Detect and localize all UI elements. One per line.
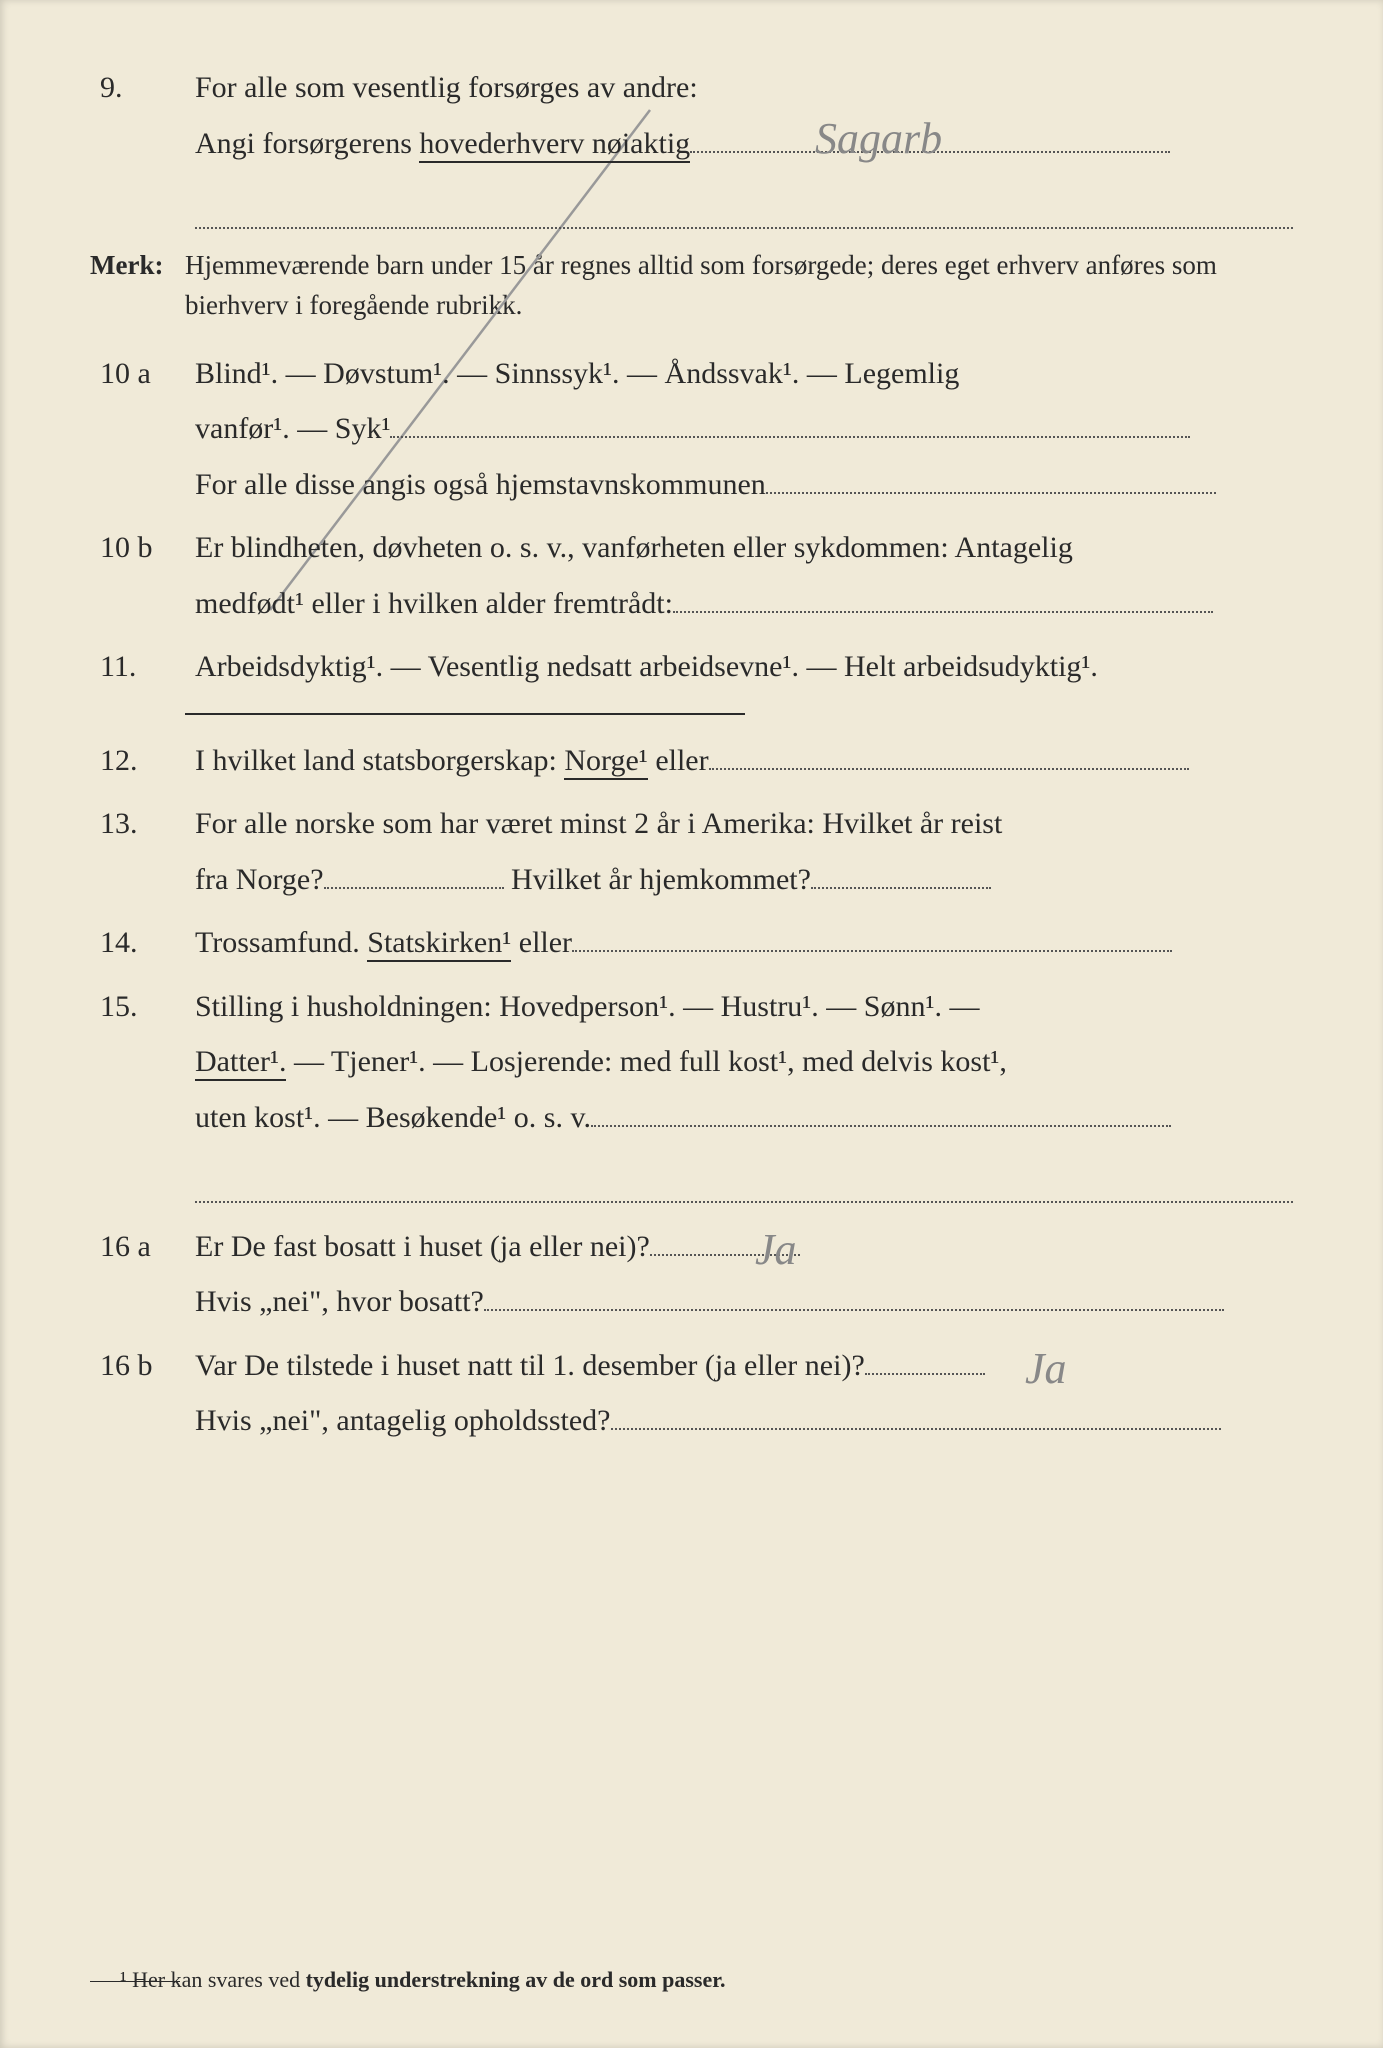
q16a-line2: Hvis „nei", hvor bosatt? (195, 1274, 1293, 1330)
q10b-line2: medfødt¹ eller i hvilken alder fremtrådt… (195, 576, 1293, 632)
question-content: Er De fast bosatt i huset (ja eller nei)… (195, 1219, 1293, 1330)
question-number: 10 b (90, 520, 195, 631)
q16b-line2: Hvis „nei", antagelig opholdssted? (195, 1393, 1293, 1449)
question-number: 15. (90, 979, 195, 1211)
note-merk: Merk: Hjemmeværende barn under 15 år reg… (90, 245, 1293, 326)
question-number: 10 a (90, 346, 195, 513)
question-number: 16 a (90, 1219, 195, 1330)
question-content: For alle norske som har været minst 2 år… (195, 796, 1293, 907)
question-16a: 16 a Er De fast bosatt i huset (ja eller… (90, 1219, 1293, 1330)
question-number: 9. (90, 60, 195, 237)
question-10b: 10 b Er blindheten, døvheten o. s. v., v… (90, 520, 1293, 631)
blank-line (195, 171, 1293, 229)
q9-line1: For alle som vesentlig forsørges av andr… (195, 60, 1293, 116)
question-content: For alle som vesentlig forsørges av andr… (195, 60, 1293, 237)
footnote-text-content: Her kan svares ved tydelig understreknin… (132, 1967, 725, 1992)
question-number: 16 b (90, 1338, 195, 1449)
question-content: Stilling i husholdningen: Hovedperson¹. … (195, 979, 1293, 1211)
blank-line (195, 1145, 1293, 1203)
question-number: 14. (90, 915, 195, 971)
question-content: Blind¹. — Døvstum¹. — Sinnssyk¹. — Åndss… (195, 346, 1293, 513)
census-form-page: 9. For alle som vesentlig forsørges av a… (0, 0, 1383, 2048)
footnote-marker: ¹ (120, 1967, 127, 1992)
handwritten-answer-16b: Ja (1025, 1328, 1067, 1409)
q10a-line2: vanfør¹. — Syk¹ (195, 401, 1293, 457)
question-12: 12. I hvilket land statsborgerskap: Norg… (90, 733, 1293, 789)
question-content: Er blindheten, døvheten o. s. v., vanfør… (195, 520, 1293, 631)
question-10a: 10 a Blind¹. — Døvstum¹. — Sinnssyk¹. — … (90, 346, 1293, 513)
q16a-line1: Er De fast bosatt i huset (ja eller nei)… (195, 1219, 1293, 1275)
question-16b: 16 b Var De tilstede i huset natt til 1.… (90, 1338, 1293, 1449)
question-content: Var De tilstede i huset natt til 1. dese… (195, 1338, 1293, 1449)
question-content: I hvilket land statsborgerskap: Norge¹ e… (195, 733, 1293, 789)
question-13: 13. For alle norske som har været minst … (90, 796, 1293, 907)
question-14: 14. Trossamfund. Statskirken¹ eller (90, 915, 1293, 971)
question-9: 9. For alle som vesentlig forsørges av a… (90, 60, 1293, 237)
q9-line2: Angi forsørgerens hovederhverv nøiaktig … (195, 116, 1293, 172)
q10a-line3: For alle disse angis også hjemstavnskomm… (195, 457, 1293, 513)
q15-line1: Stilling i husholdningen: Hovedperson¹. … (195, 979, 1293, 1035)
question-content: Trossamfund. Statskirken¹ eller (195, 915, 1293, 971)
q15-line3: uten kost¹. — Besøkende¹ o. s. v. (195, 1090, 1293, 1146)
question-number: 12. (90, 733, 195, 789)
footnote: ¹ Her kan svares ved tydelig understrekn… (120, 1967, 726, 1993)
q16b-line1: Var De tilstede i huset natt til 1. dese… (195, 1338, 1293, 1394)
handwritten-answer-16a: Ja (755, 1209, 797, 1290)
q10b-line1: Er blindheten, døvheten o. s. v., vanfør… (195, 520, 1293, 576)
merk-label: Merk: (90, 245, 185, 326)
q15-line2: Datter¹. — Tjener¹. — Losjerende: med fu… (195, 1034, 1293, 1090)
q10a-line1: Blind¹. — Døvstum¹. — Sinnssyk¹. — Åndss… (195, 346, 1293, 402)
question-content: Arbeidsdyktig¹. — Vesentlig nedsatt arbe… (195, 639, 1293, 695)
handwritten-answer-9: Sagarb (815, 98, 942, 179)
q13-line1: For alle norske som har været minst 2 år… (195, 796, 1293, 852)
q13-line2: fra Norge? Hvilket år hjemkommet? (195, 852, 1293, 908)
question-number: 11. (90, 639, 195, 695)
merk-text: Hjemmeværende barn under 15 år regnes al… (185, 245, 1293, 326)
divider-rule (185, 713, 745, 715)
question-11: 11. Arbeidsdyktig¹. — Vesentlig nedsatt … (90, 639, 1293, 695)
question-15: 15. Stilling i husholdningen: Hovedperso… (90, 979, 1293, 1211)
question-number: 13. (90, 796, 195, 907)
